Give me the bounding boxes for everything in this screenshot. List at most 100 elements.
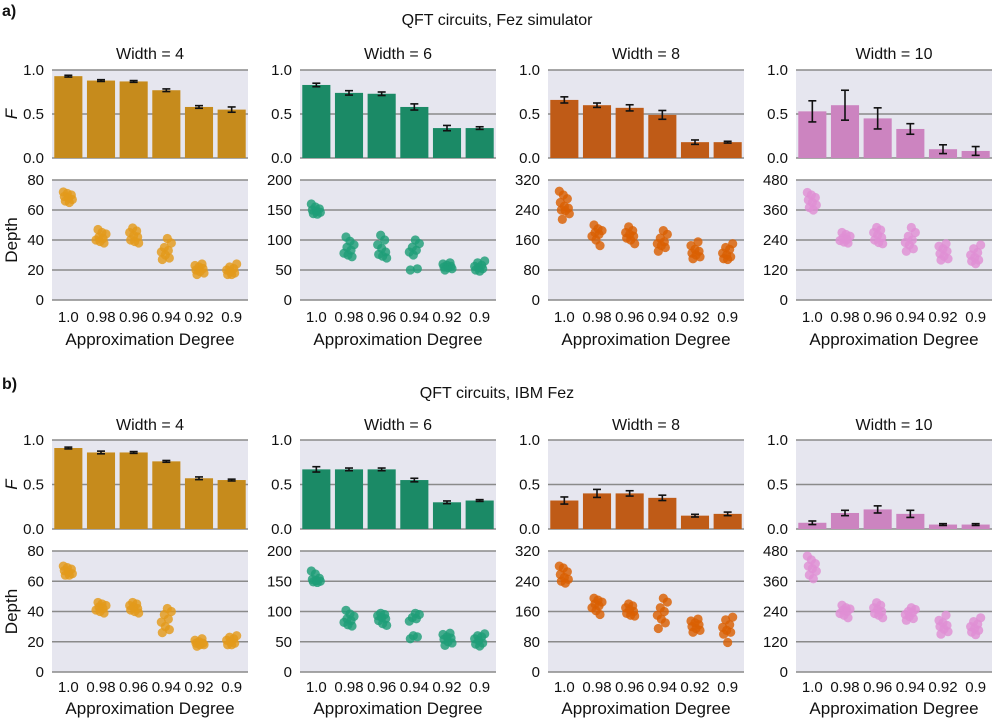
depth-point (412, 264, 422, 274)
x-tick-label: 1.0 (306, 309, 327, 326)
x-tick-label: 0.9 (469, 309, 490, 326)
y-tick-label: 80 (27, 172, 44, 189)
depth-point (412, 632, 422, 642)
fidelity-bar (334, 469, 364, 529)
fidelity-bar (550, 500, 579, 529)
fidelity-bar (648, 497, 677, 529)
depth-point (662, 229, 672, 239)
x-tick-label: 1.0 (802, 309, 823, 326)
depth-point (728, 612, 738, 622)
x-axis-label: Approximation Degree (809, 330, 978, 349)
depth-point (723, 254, 733, 265)
fidelity-axis-label: F (2, 107, 21, 119)
fidelity-bar (217, 109, 246, 158)
depth-point (163, 614, 173, 624)
depth-point (719, 629, 729, 639)
y-tick-label: 0.5 (23, 477, 44, 494)
width-title: Width = 4 (116, 417, 184, 434)
y-tick-label: 240 (763, 232, 788, 249)
x-tick-label: 0.9 (221, 679, 242, 696)
fidelity-bar (152, 90, 181, 158)
x-tick-label: 0.94 (648, 309, 677, 326)
y-tick-label: 0.0 (519, 521, 540, 538)
fidelity-bar (119, 452, 148, 529)
x-tick-label: 0.9 (965, 309, 986, 326)
y-tick-label: 0 (36, 292, 44, 309)
fidelity-bar (302, 469, 331, 529)
depth-axis-label: Depth (2, 217, 21, 262)
y-tick-label: 0 (36, 664, 44, 681)
y-tick-label: 1.0 (767, 62, 788, 79)
fidelity-bar (713, 142, 742, 158)
y-tick-label: 240 (515, 202, 540, 219)
depth-point (560, 578, 570, 588)
x-axis-label: Approximation Degree (561, 699, 730, 718)
x-tick-label: 0.94 (896, 309, 925, 326)
y-tick-label: 40 (27, 604, 44, 621)
depth-point (723, 637, 733, 648)
x-tick-label: 0.98 (86, 679, 115, 696)
y-tick-label: 60 (27, 573, 44, 590)
fidelity-bar (615, 107, 644, 158)
x-tick-label: 0.96 (367, 679, 396, 696)
x-tick-label: 0.92 (432, 309, 461, 326)
fidelity-bar (615, 493, 644, 529)
fidelity-bar (119, 81, 148, 158)
x-tick-label: 0.9 (469, 679, 490, 696)
fidelity-bar (961, 524, 990, 529)
depth-point (976, 240, 986, 250)
depth-point (660, 242, 670, 253)
fidelity-bar (830, 512, 860, 529)
y-tick-label: 240 (763, 604, 788, 621)
y-tick-label: 0.0 (23, 521, 44, 538)
depth-point (64, 570, 74, 580)
depth-point (843, 238, 853, 248)
x-tick-label: 0.96 (863, 679, 892, 696)
y-tick-label: 1.0 (271, 62, 292, 79)
y-tick-label: 0.0 (271, 150, 292, 167)
depth-point (64, 197, 74, 208)
x-axis-label: Approximation Degree (65, 699, 234, 718)
width-title: Width = 6 (364, 417, 432, 434)
depth-point (440, 265, 450, 275)
depth-point (695, 252, 705, 262)
depth-point (382, 253, 392, 263)
depth-point (192, 269, 202, 280)
fidelity-bar (648, 114, 677, 158)
y-tick-label: 0.0 (519, 150, 540, 167)
depth-point (447, 264, 457, 274)
y-tick-label: 200 (267, 172, 292, 189)
depth-point (475, 641, 485, 651)
depth-point (166, 606, 176, 617)
depth-point (843, 613, 853, 623)
fidelity-bar (896, 513, 925, 529)
y-tick-label: 0.0 (767, 150, 788, 167)
depth-point (405, 634, 415, 644)
y-tick-label: 0.5 (271, 477, 292, 494)
x-tick-label: 0.94 (400, 309, 429, 326)
depth-point (901, 615, 911, 625)
x-tick-label: 0.9 (965, 679, 986, 696)
x-axis-label: Approximation Degree (65, 330, 234, 349)
depth-point (630, 611, 640, 621)
fidelity-bar (465, 500, 494, 529)
fidelity-bar (302, 84, 331, 158)
x-tick-label: 0.92 (680, 309, 709, 326)
fidelity-bar (184, 478, 214, 529)
x-tick-label: 1.0 (58, 309, 79, 326)
y-tick-label: 0.0 (767, 521, 788, 538)
y-tick-label: 120 (763, 262, 788, 279)
x-tick-label: 0.98 (86, 309, 115, 326)
section-title: QFT circuits, IBM Fez (420, 385, 574, 402)
y-tick-label: 0.5 (519, 477, 540, 494)
fidelity-bar (465, 128, 494, 158)
x-tick-label: 0.98 (334, 309, 363, 326)
depth-point (99, 238, 109, 248)
y-tick-label: 200 (267, 543, 292, 560)
x-tick-label: 0.94 (896, 679, 925, 696)
depth-point (971, 259, 981, 269)
fidelity-bar (550, 99, 579, 158)
depth-point (382, 620, 392, 631)
depth-point (901, 246, 911, 256)
x-tick-label: 0.94 (152, 309, 181, 326)
